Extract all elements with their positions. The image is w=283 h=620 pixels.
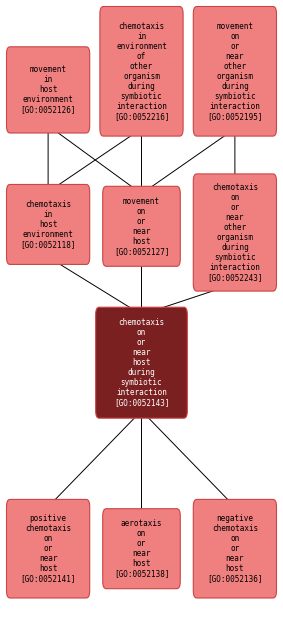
- Text: aerotaxis
on
or
near
host
[GO:0052138]: aerotaxis on or near host [GO:0052138]: [114, 519, 169, 578]
- Text: chemotaxis
in
environment
of
other
organism
during
symbiotic
interaction
[GO:005: chemotaxis in environment of other organ…: [114, 22, 169, 121]
- FancyBboxPatch shape: [193, 174, 276, 291]
- FancyBboxPatch shape: [100, 6, 183, 136]
- Text: positive
chemotaxis
on
or
near
host
[GO:0052141]: positive chemotaxis on or near host [GO:…: [20, 514, 76, 583]
- FancyBboxPatch shape: [193, 500, 276, 598]
- Text: negative
chemotaxis
on
or
near
host
[GO:0052136]: negative chemotaxis on or near host [GO:…: [207, 514, 263, 583]
- FancyBboxPatch shape: [103, 186, 180, 267]
- Text: chemotaxis
on
or
near
other
organism
during
symbiotic
interaction
[GO:0052243]: chemotaxis on or near other organism dur…: [207, 183, 263, 282]
- FancyBboxPatch shape: [103, 508, 180, 589]
- Text: movement
on
or
near
other
organism
during
symbiotic
interaction
[GO:0052195]: movement on or near other organism durin…: [207, 22, 263, 121]
- FancyBboxPatch shape: [7, 500, 90, 598]
- Text: chemotaxis
on
or
near
host
during
symbiotic
interaction
[GO:0052143]: chemotaxis on or near host during symbio…: [114, 318, 169, 407]
- FancyBboxPatch shape: [7, 185, 90, 264]
- Text: movement
in
host
environment
[GO:0052126]: movement in host environment [GO:0052126…: [20, 65, 76, 115]
- FancyBboxPatch shape: [193, 6, 276, 136]
- Text: chemotaxis
in
host
environment
[GO:0052118]: chemotaxis in host environment [GO:00521…: [20, 200, 76, 249]
- FancyBboxPatch shape: [96, 308, 187, 418]
- Text: movement
on
or
near
host
[GO:0052127]: movement on or near host [GO:0052127]: [114, 197, 169, 256]
- FancyBboxPatch shape: [7, 47, 90, 133]
